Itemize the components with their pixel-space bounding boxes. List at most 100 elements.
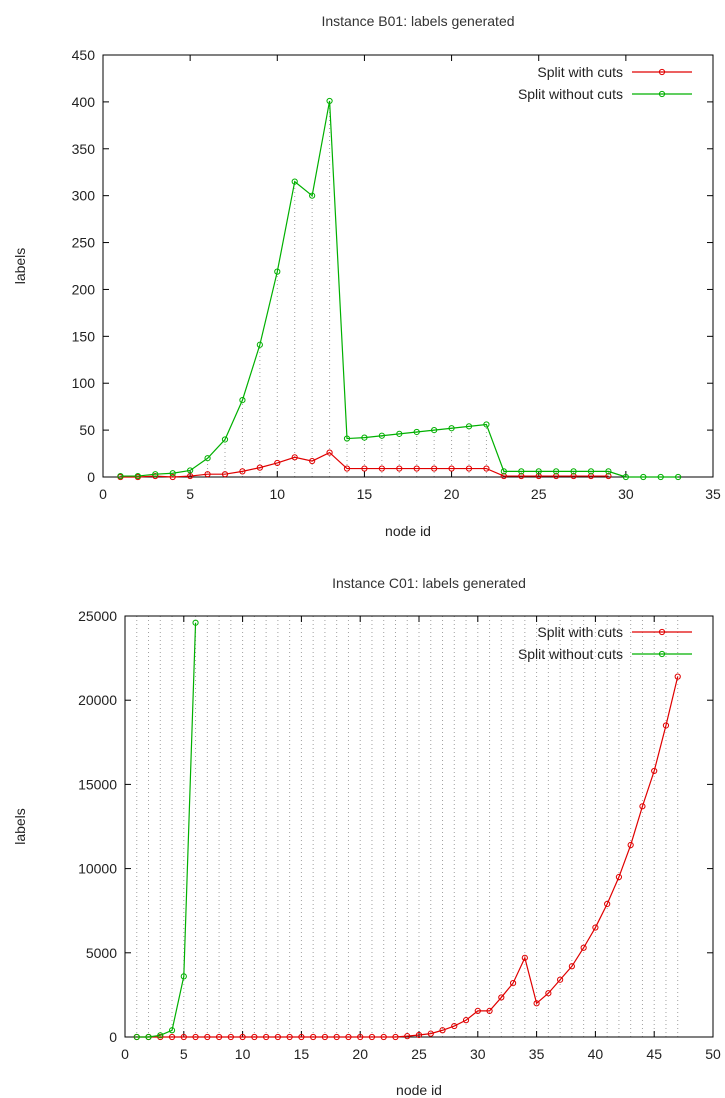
x-tick-label: 20 [444, 486, 460, 502]
data-point [239, 468, 246, 475]
data-point [256, 341, 263, 348]
data-point [587, 472, 595, 480]
data-point [498, 994, 505, 1001]
data-point [169, 473, 176, 481]
data-point [553, 468, 560, 475]
data-point [180, 973, 187, 980]
data-point [462, 1017, 470, 1024]
data-point [221, 436, 229, 443]
y-tick-label: 50 [79, 422, 95, 438]
y-tick-label: 10000 [78, 861, 117, 877]
data-point [545, 990, 552, 997]
data-point [392, 1033, 399, 1041]
data-point [169, 470, 176, 477]
data-point [192, 1033, 199, 1041]
data-point [396, 465, 403, 472]
x-tick-label: 15 [294, 1046, 310, 1062]
legend-label: Split without cuts [518, 646, 623, 662]
x-tick-label: 25 [411, 1046, 427, 1062]
data-point [521, 954, 528, 961]
data-point [535, 472, 542, 480]
data-point [251, 1033, 258, 1041]
data-point [256, 464, 263, 471]
data-point [465, 423, 473, 430]
data-point [518, 468, 525, 475]
legend-swatch-marker [658, 628, 666, 636]
chart-title: Instance C01: labels generated [332, 575, 526, 591]
legend: Split with cuts Split without cuts [518, 64, 692, 102]
data-point [291, 178, 298, 185]
data-point [553, 472, 560, 480]
data-point [227, 1033, 234, 1041]
x-tick-label: 10 [269, 486, 285, 502]
y-tick-label: 20000 [78, 692, 117, 708]
data-point [570, 468, 577, 475]
data-point [361, 465, 368, 472]
plot-frame [124, 615, 714, 1038]
data-point [431, 427, 438, 434]
data-point [145, 1033, 152, 1041]
data-point [133, 1033, 140, 1041]
data-point [333, 1033, 340, 1041]
data-point [518, 472, 525, 480]
data-point [500, 472, 507, 480]
data-point [310, 1033, 317, 1041]
data-point [117, 472, 124, 480]
x-tick-label: 35 [529, 1046, 545, 1062]
data-point [180, 1033, 187, 1041]
chart-2: Instance C01: labels generated 0 5 10 15 20 25… [12, 575, 721, 1098]
x-tick-label: 0 [99, 486, 107, 502]
x-tick-label: 5 [180, 1046, 188, 1062]
plot-frame [102, 54, 714, 478]
y-tick-label: 150 [72, 328, 96, 344]
legend: Split with cuts Split without cuts [518, 624, 692, 662]
data-point [662, 722, 670, 729]
data-point [309, 192, 316, 199]
data-point [622, 473, 629, 481]
data-point [587, 468, 595, 475]
data-point [535, 468, 542, 475]
data-point [627, 841, 634, 849]
data-point [326, 97, 333, 105]
y-tick-label: 15000 [78, 776, 117, 792]
data-point [204, 455, 211, 462]
legend-label: Split without cuts [518, 86, 623, 102]
data-point [168, 1033, 176, 1041]
x-tick-label: 5 [186, 486, 194, 502]
x-tick-label: 30 [618, 486, 634, 502]
data-point [533, 1000, 540, 1007]
data-point [657, 473, 664, 481]
y-tick-label: 25000 [78, 608, 117, 624]
data-point [465, 465, 473, 472]
x-axis-label: node id [385, 523, 431, 539]
x-tick-label: 40 [588, 1046, 604, 1062]
data-point [345, 1033, 352, 1041]
y-tick-label: 5000 [86, 945, 117, 961]
data-point [431, 465, 438, 472]
data-point [605, 468, 612, 475]
x-tick-label: 0 [121, 1046, 129, 1062]
y-tick-label: 400 [72, 94, 96, 110]
data-point [448, 425, 455, 432]
data-point [263, 1033, 270, 1041]
data-point [309, 457, 316, 465]
y-tick-label: 450 [72, 47, 96, 63]
chart-1: Instance B01: labels generated 0 5 10 15 20 25… [12, 13, 721, 539]
data-point [500, 468, 507, 475]
data-point [415, 1031, 423, 1039]
data-point [557, 976, 564, 983]
y-tick-label: 0 [109, 1029, 117, 1045]
data-point [343, 465, 351, 472]
x-tick-label: 45 [646, 1046, 662, 1062]
data-point [291, 454, 298, 461]
data-point [326, 449, 333, 456]
x-tick-label: 10 [235, 1046, 251, 1062]
data-point [448, 465, 455, 472]
chart-title: Instance B01: labels generated [321, 13, 514, 29]
data-point [168, 1027, 176, 1034]
data-point [615, 873, 623, 881]
y-tick-label: 200 [72, 281, 96, 297]
y-tick-label: 0 [87, 469, 95, 485]
